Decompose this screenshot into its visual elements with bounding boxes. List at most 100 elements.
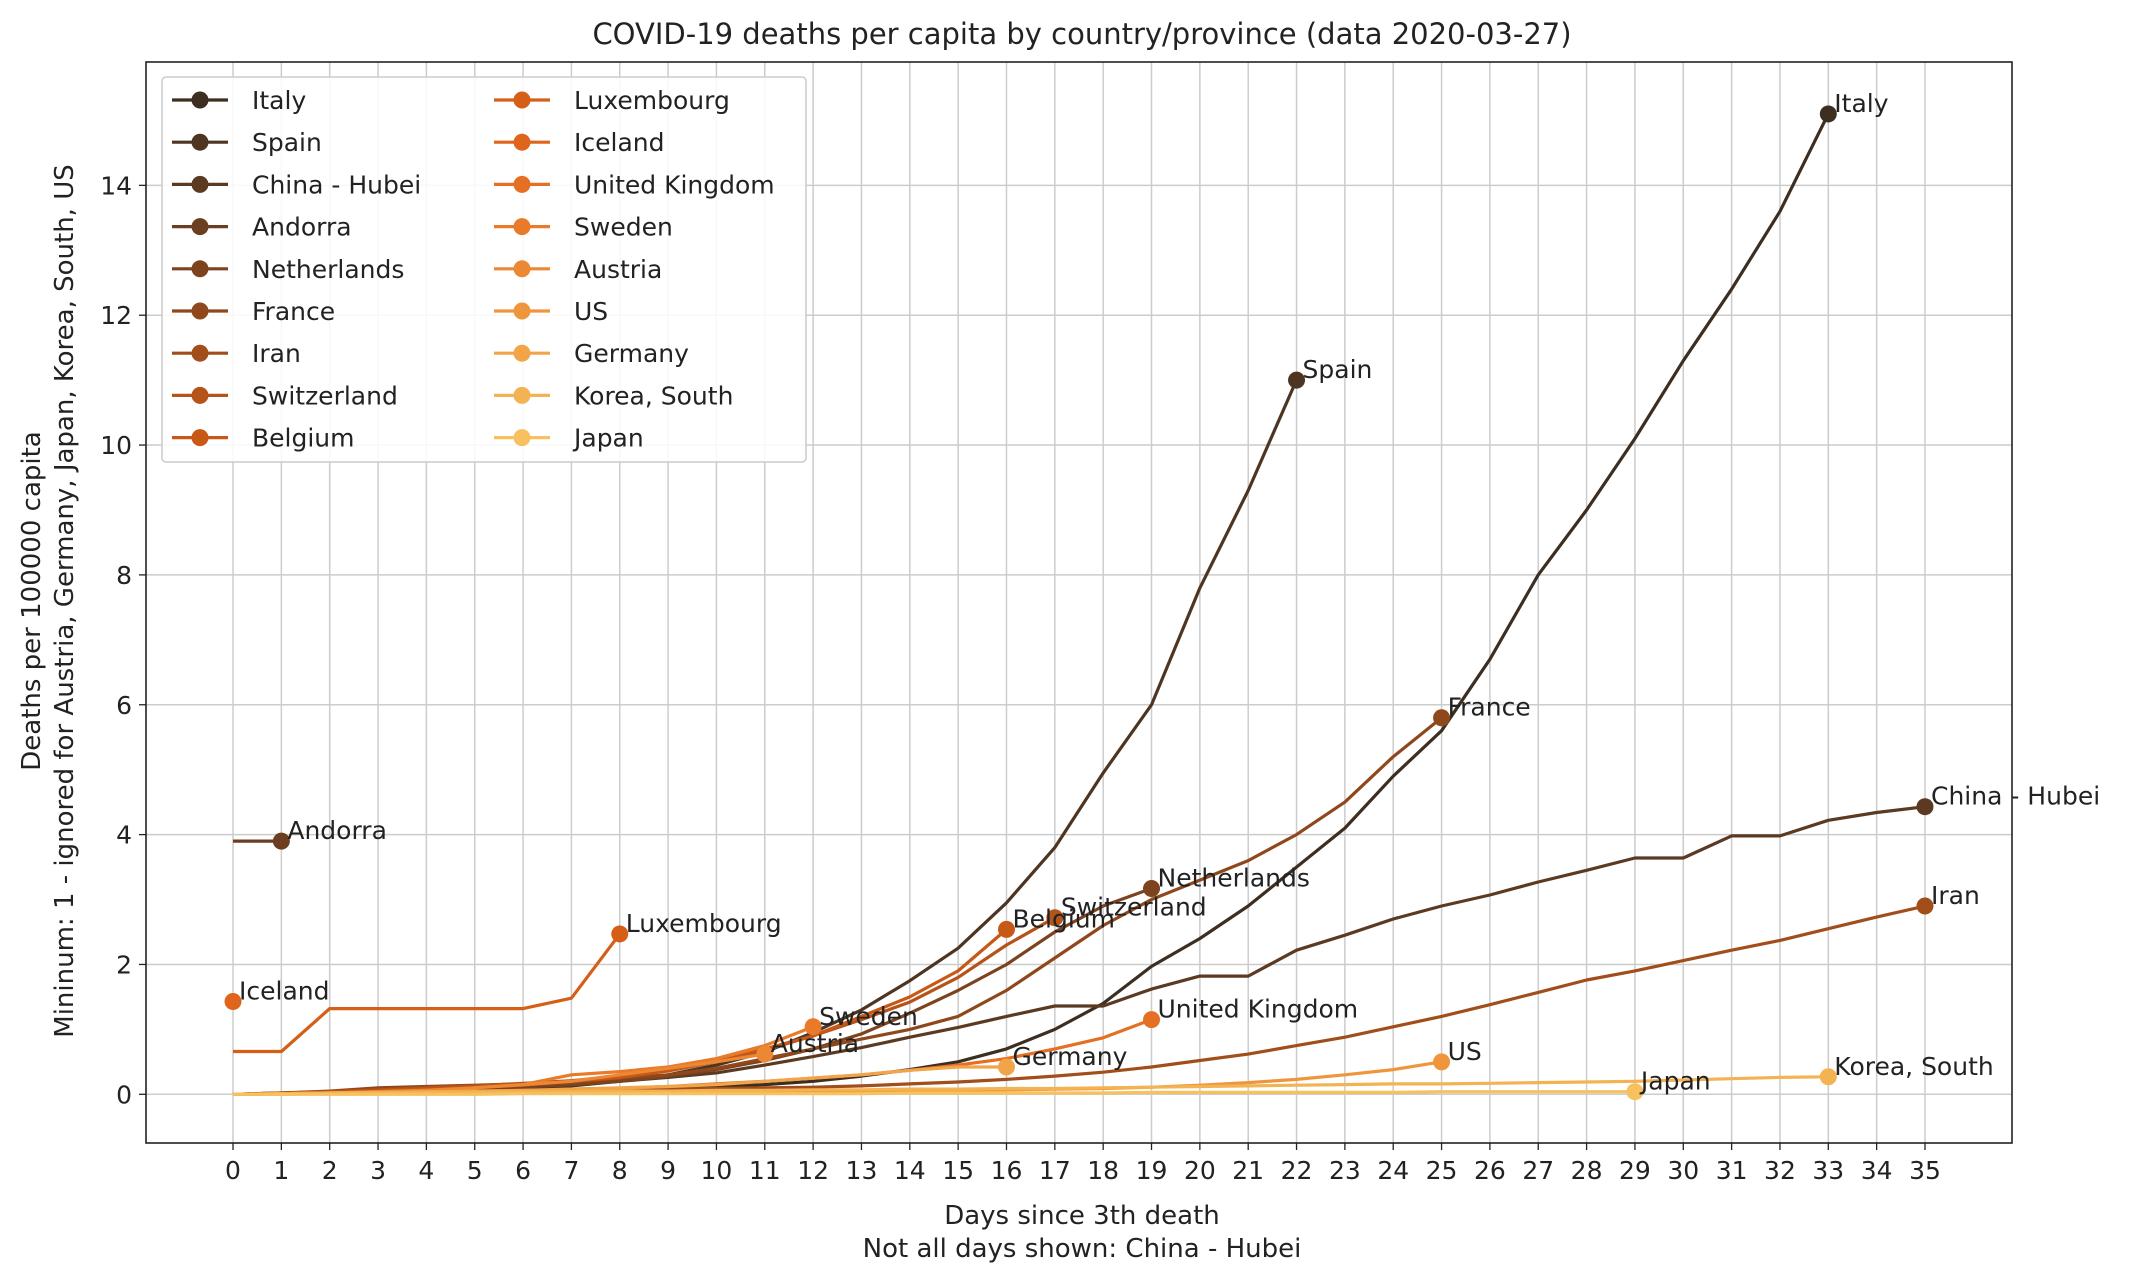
x-tick-label: 29 (1619, 1156, 1651, 1185)
legend-swatch-marker (191, 386, 209, 404)
x-tick-label: 0 (225, 1156, 241, 1185)
y-tick-label: 8 (116, 561, 132, 590)
legend-swatch-marker (513, 133, 531, 151)
series-end-marker-china-hubei (1916, 798, 1934, 816)
x-tick-label: 8 (612, 1156, 628, 1185)
legend-entry-label: Korea, South (574, 381, 733, 410)
x-tick-label: 5 (467, 1156, 483, 1185)
legend-entry-label: Andorra (252, 213, 352, 242)
legend-swatch-marker (191, 260, 209, 278)
x-tick-label: 23 (1329, 1156, 1361, 1185)
legend-entry-label: Sweden (574, 213, 673, 242)
series-end-label-japan: Japan (1639, 1067, 1711, 1096)
series-end-label-switzerland: Switzerland (1061, 893, 1207, 922)
legend-entry-label: Switzerland (252, 381, 398, 410)
x-tick-label: 25 (1426, 1156, 1458, 1185)
series-end-marker-korea-south (1819, 1068, 1837, 1086)
series-end-label-andorra: Andorra (287, 816, 387, 845)
x-tick-label: 1 (273, 1156, 289, 1185)
legend-swatch-marker (513, 175, 531, 193)
series-end-marker-italy (1819, 105, 1837, 123)
end-labels-layer: Italy Spain China - Hubei Andorra Netherland… (239, 89, 2100, 1096)
series-end-marker-france (1433, 709, 1451, 727)
series-line-japan (233, 1090, 1635, 1096)
x-axis-label: Days since 3th death (944, 1201, 1220, 1231)
x-tick-label: 10 (701, 1156, 733, 1185)
series-end-label-sweden: Sweden (819, 1002, 918, 1031)
series-line-korea-south (232, 1075, 1829, 1096)
series-end-marker-netherlands (1143, 879, 1161, 897)
legend-entry-label: Austria (574, 255, 662, 284)
series-end-label-netherlands: Netherlands (1158, 863, 1310, 892)
x-tick-label: 27 (1522, 1156, 1554, 1185)
series-end-label-united-kingdom: United Kingdom (1158, 995, 1359, 1024)
legend-entry-label: United Kingdom (574, 170, 775, 199)
legend-entry-label: Netherlands (252, 255, 404, 284)
series-end-marker-iceland (224, 992, 242, 1010)
x-axis-ticks: 0 1 2 3 4 5 6 7 8 9 10 11 12 13 14 15 16 17 18 19 20 21 22 23 24… (225, 1143, 1941, 1185)
x-tick-label: 34 (1861, 1156, 1893, 1185)
x-tick-label: 30 (1667, 1156, 1699, 1185)
legend-entry-label: China - Hubei (252, 170, 421, 199)
legend-entry-label: Belgium (252, 424, 355, 453)
x-tick-label: 35 (1909, 1156, 1941, 1185)
legend-entry-label: Iran (252, 339, 301, 368)
legend-swatch-marker (191, 91, 209, 109)
y-tick-label: 6 (116, 691, 132, 720)
x-tick-label: 3 (370, 1156, 386, 1185)
series-end-label-germany: Germany (1012, 1042, 1127, 1071)
y-tick-label: 14 (100, 171, 132, 200)
legend-entry-label: Germany (574, 339, 689, 368)
series-end-marker-andorra (272, 832, 290, 850)
series-end-marker-germany (997, 1058, 1015, 1076)
x-tick-label: 20 (1184, 1156, 1216, 1185)
series-end-label-china-hubei: China - Hubei (1931, 782, 2100, 811)
legend-box (161, 76, 807, 463)
legend-entry-label: Iceland (574, 128, 664, 157)
y-tick-label: 10 (100, 431, 132, 460)
series-end-marker-united-kingdom (1143, 1011, 1161, 1029)
y-tick-label: 2 (116, 950, 132, 979)
series-end-label-austria: Austria (771, 1029, 859, 1058)
series-end-marker-japan (1626, 1083, 1644, 1101)
series-end-marker-belgium (997, 920, 1015, 938)
legend-entry-label: Japan (572, 424, 644, 453)
legend-swatch-marker (191, 344, 209, 362)
x-tick-label: 22 (1281, 1156, 1313, 1185)
x-tick-label: 12 (797, 1156, 829, 1185)
plot-area-frame (145, 61, 2013, 1144)
x-tick-label: 9 (660, 1156, 676, 1185)
x-tick-label: 13 (846, 1156, 878, 1185)
series-end-label-luxembourg: Luxembourg (626, 909, 782, 938)
series-end-label-italy: Italy (1834, 89, 1888, 118)
legend-swatch-marker (513, 302, 531, 320)
y-tick-label: 0 (116, 1080, 132, 1109)
x-tick-label: 19 (1136, 1156, 1168, 1185)
series-end-marker-austria (756, 1045, 774, 1063)
legend-swatch-marker (513, 260, 531, 278)
series-line-luxembourg (233, 932, 622, 1054)
series-end-label-us: US (1448, 1037, 1482, 1066)
legend-swatch-marker (513, 218, 531, 236)
legend: Italy Spain China - Hubei Andorra Netherland… (161, 76, 807, 463)
legend-entry-label: US (574, 297, 608, 326)
legend-swatch-marker (513, 91, 531, 109)
legend-swatch-marker (191, 175, 209, 193)
x-tick-label: 2 (322, 1156, 338, 1185)
x-axis-sublabel: Not all days shown: China - Hubei (863, 1234, 1302, 1264)
x-tick-label: 33 (1812, 1156, 1844, 1185)
legend-swatch-marker (513, 344, 531, 362)
series-end-marker-spain (1288, 371, 1306, 389)
x-tick-label: 17 (1039, 1156, 1071, 1185)
y-axis-label: Deaths per 100000 capita (17, 431, 47, 771)
x-tick-label: 18 (1087, 1156, 1119, 1185)
series-end-marker-sweden (804, 1018, 822, 1036)
legend-entry-label: Italy (252, 86, 306, 115)
series-end-label-korea-south: Korea, South (1834, 1052, 1993, 1081)
y-tick-label: 12 (100, 301, 132, 330)
y-axis-ticks: 0 2 4 6 8 10 12 14 (100, 171, 146, 1109)
legend-entry-label: Spain (252, 128, 322, 157)
series-end-marker-luxembourg (611, 925, 629, 943)
x-tick-label: 24 (1377, 1156, 1409, 1185)
